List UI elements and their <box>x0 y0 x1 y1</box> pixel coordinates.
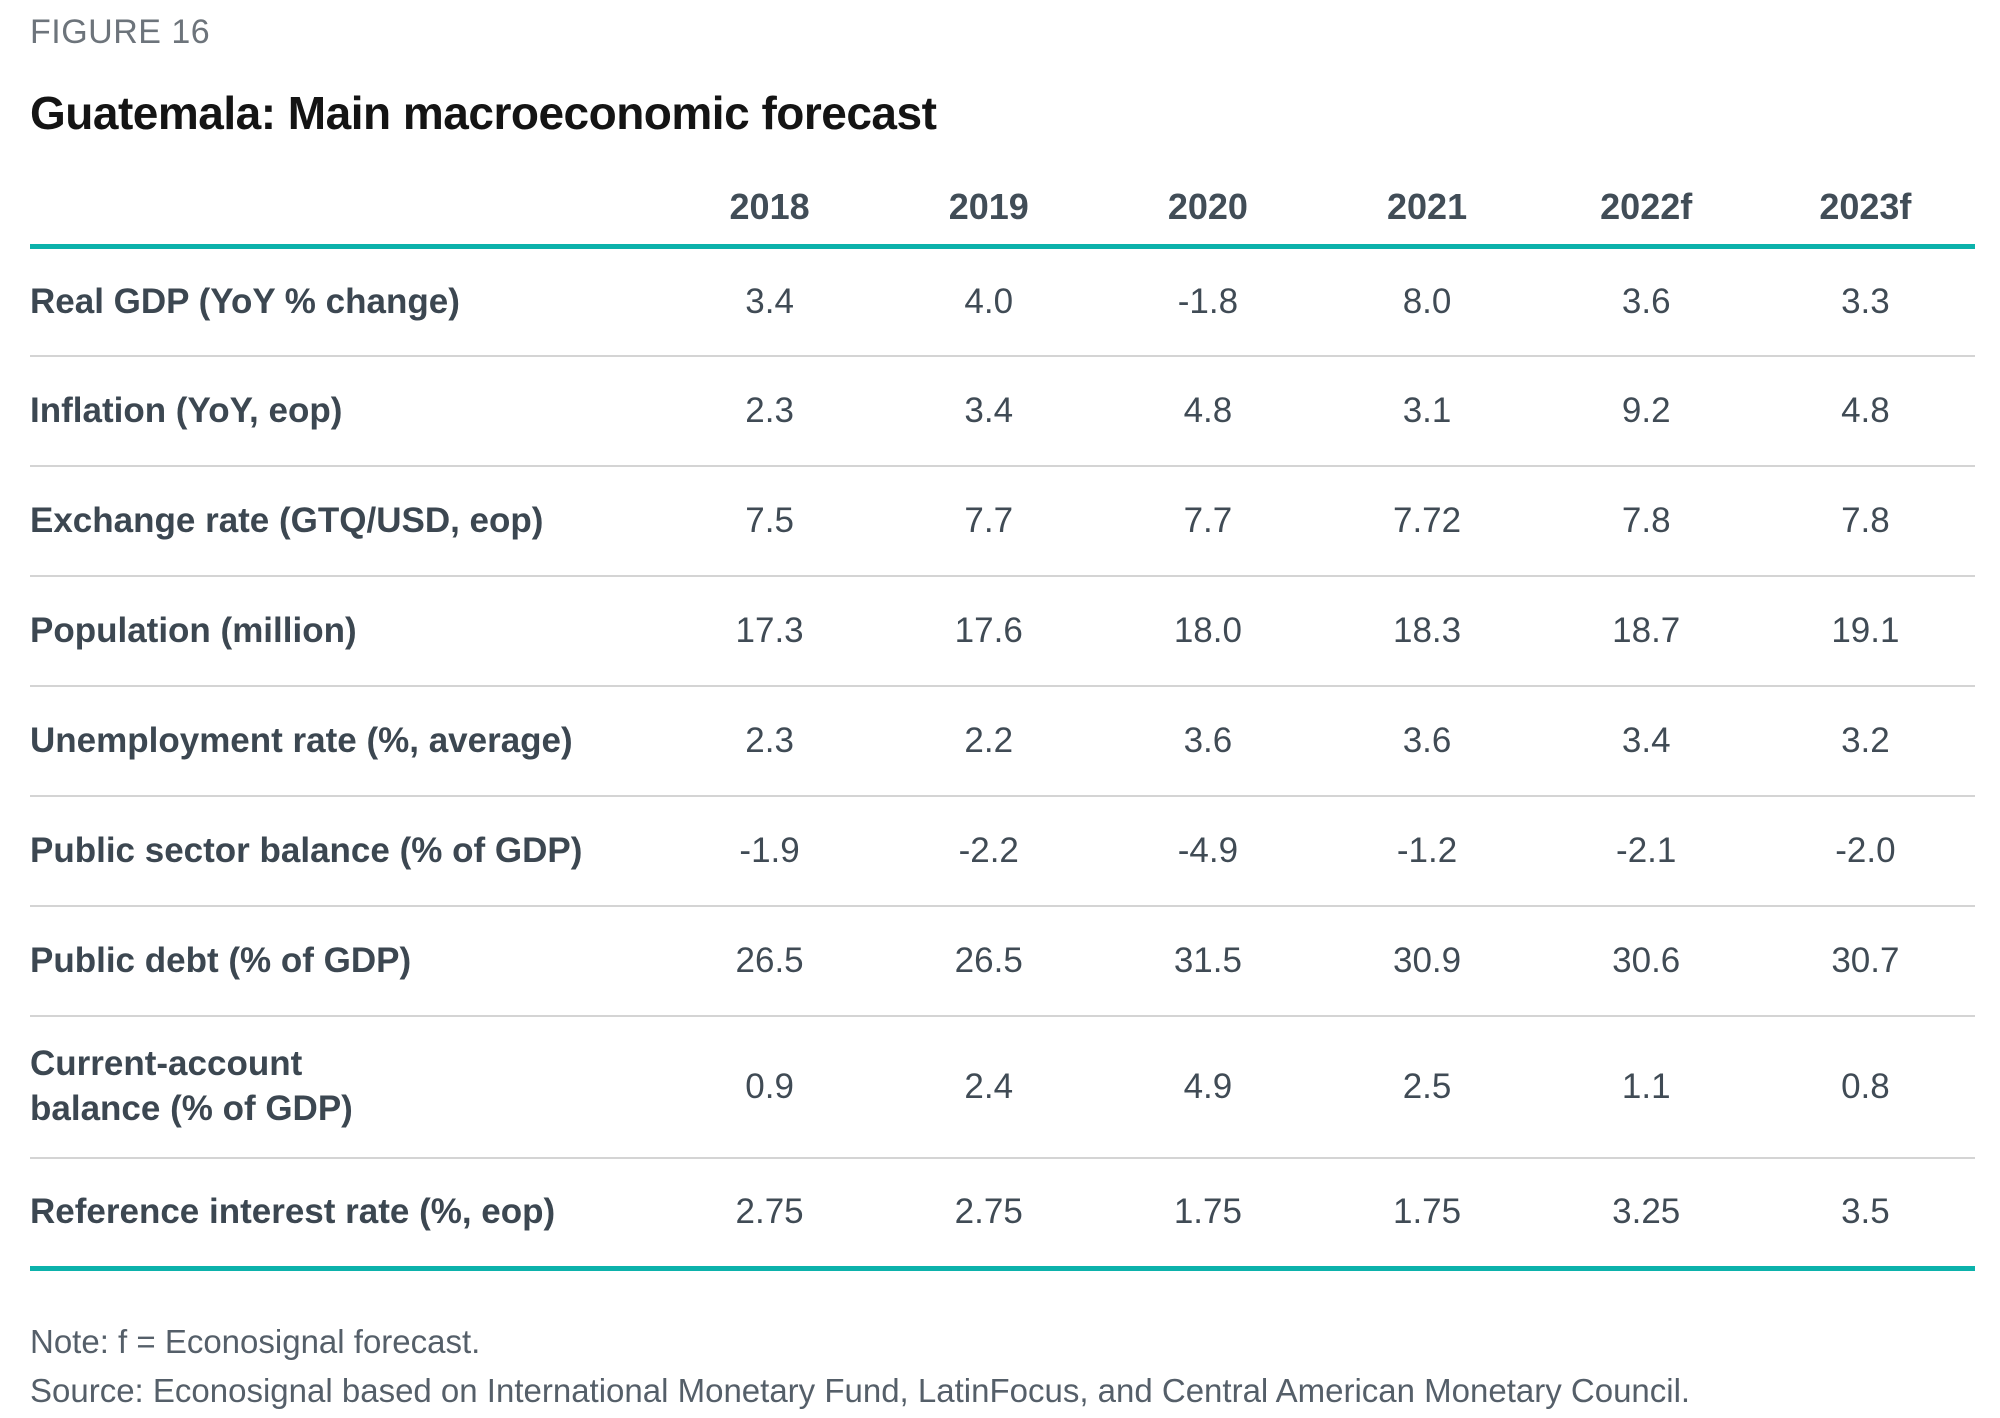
header-year-2020: 2020 <box>1098 159 1318 249</box>
cell-value: 3.6 <box>1621 281 1671 321</box>
table-row-population: Population (million) 17.3 17.6 18.0 18.3… <box>30 575 1975 687</box>
table-row-public-debt: Public debt (% of GDP) 26.5 26.5 31.5 30… <box>30 905 1975 1017</box>
cell-value: 7.7 <box>879 465 1099 577</box>
cell-value: -1.8 <box>1177 281 1239 321</box>
header-year-2021: 2021 <box>1317 159 1537 249</box>
header-year-2022f: 2022f <box>1536 159 1756 249</box>
table-row-real-gdp: Real GDP (YoY % change) 3.4 4.0 -1.8 8.0… <box>30 246 1975 356</box>
cell-value: 0.9 <box>660 1015 880 1159</box>
cell-value: 19.1 <box>1755 575 1975 687</box>
cell-value: 4.9 <box>1098 1015 1318 1159</box>
cell-value: 18.7 <box>1536 575 1756 687</box>
cell-value: 2.5 <box>1317 1015 1537 1159</box>
cell-value: 8.0 <box>1402 281 1452 321</box>
table-row-inflation: Inflation (YoY, eop) 2.3 3.4 4.8 3.1 9.2… <box>30 355 1975 467</box>
cell-value: -2.0 <box>1755 795 1975 907</box>
cell-value: 7.5 <box>660 465 880 577</box>
cell-value: 3.25 <box>1536 1157 1756 1271</box>
row-label: Inflation (YoY, eop) <box>30 355 660 467</box>
cell-value: 18.3 <box>1317 575 1537 687</box>
cell-value: 3.3 <box>1841 281 1890 321</box>
cell-value: 2.75 <box>660 1157 880 1271</box>
cell-value: 2.4 <box>879 1015 1099 1159</box>
cell-value: 7.8 <box>1755 465 1975 577</box>
cell-value: -4.9 <box>1098 795 1318 907</box>
cell-value: 4.8 <box>1098 355 1318 467</box>
table-header-row: 2018 2019 2020 2021 2022f 2023f <box>30 159 1975 249</box>
cell-value: 9.2 <box>1536 355 1756 467</box>
cell-value: 3.2 <box>1755 685 1975 797</box>
row-label: Exchange rate (GTQ/USD, eop) <box>30 465 660 577</box>
row-label: Population (million) <box>30 575 660 687</box>
cell-value: 2.3 <box>660 355 880 467</box>
row-label: Public sector balance (% of GDP) <box>30 795 660 907</box>
table-row-reference-rate: Reference interest rate (%, eop) 2.75 2.… <box>30 1157 1975 1271</box>
cell-value: 3.1 <box>1317 355 1537 467</box>
cell-value: 7.72 <box>1317 465 1537 577</box>
table-row-exchange-rate: Exchange rate (GTQ/USD, eop) 7.5 7.7 7.7… <box>30 465 1975 577</box>
cell-value: 3.4 <box>1536 685 1756 797</box>
cell-value: 31.5 <box>1098 905 1318 1017</box>
cell-value: 17.3 <box>660 575 880 687</box>
table-row-unemployment: Unemployment rate (%, average) 2.3 2.2 3… <box>30 685 1975 797</box>
table-row-public-sector-balance: Public sector balance (% of GDP) -1.9 -2… <box>30 795 1975 907</box>
cell-value: 3.6 <box>1098 685 1318 797</box>
cell-value: 30.9 <box>1317 905 1537 1017</box>
cell-value: 26.5 <box>879 905 1099 1017</box>
cell-value: 30.6 <box>1536 905 1756 1017</box>
cell-value: 30.7 <box>1755 905 1975 1017</box>
cell-value: -1.9 <box>660 795 880 907</box>
header-year-2018: 2018 <box>660 159 880 249</box>
row-label: Current-account balance (% of GDP) <box>30 1015 660 1159</box>
row-label: Public debt (% of GDP) <box>30 905 660 1017</box>
cell-value: 0.8 <box>1755 1015 1975 1159</box>
header-indicator-cell <box>30 159 660 249</box>
cell-value: 1.75 <box>1098 1157 1318 1271</box>
cell-value: 7.7 <box>1098 465 1318 577</box>
header-year-2019: 2019 <box>879 159 1099 249</box>
cell-value: 1.1 <box>1536 1015 1756 1159</box>
note-text: Note: f = Econosignal forecast. <box>30 1322 481 1360</box>
macro-forecast-table: 2018 2019 2020 2021 2022f 2023f Real GDP… <box>30 159 1975 1271</box>
figure-number-label: FIGURE 16 <box>30 13 211 51</box>
cell-value: 2.2 <box>879 685 1099 797</box>
cell-value: -2.1 <box>1536 795 1756 907</box>
cell-value: -1.2 <box>1317 795 1537 907</box>
cell-value: 2.3 <box>660 685 880 797</box>
row-label: Unemployment rate (%, average) <box>30 685 660 797</box>
cell-value: 7.8 <box>1536 465 1756 577</box>
cell-value: 2.75 <box>879 1157 1099 1271</box>
cell-value: 17.6 <box>879 575 1099 687</box>
cell-value: 3.6 <box>1317 685 1537 797</box>
figure-footer: Note: f = Econosignal forecast. Source: … <box>30 1317 1975 1416</box>
cell-value: 1.75 <box>1317 1157 1537 1271</box>
cell-value: 3.5 <box>1755 1157 1975 1271</box>
row-label: Real GDP (YoY % change) <box>30 281 460 321</box>
cell-value: 26.5 <box>660 905 880 1017</box>
figure-title: Guatemala: Main macroeconomic forecast <box>30 86 937 139</box>
cell-value: 4.8 <box>1755 355 1975 467</box>
cell-value: 3.4 <box>879 355 1099 467</box>
cell-value: 3.4 <box>745 281 794 321</box>
cell-value: -2.2 <box>879 795 1099 907</box>
header-year-2023f: 2023f <box>1755 159 1975 249</box>
cell-value: 18.0 <box>1098 575 1318 687</box>
row-label: Reference interest rate (%, eop) <box>30 1157 660 1271</box>
cell-value: 4.0 <box>964 281 1014 321</box>
table-row-current-account: Current-account balance (% of GDP) 0.9 2… <box>30 1015 1975 1159</box>
source-text: Source: Econosignal based on Internation… <box>30 1372 1691 1410</box>
